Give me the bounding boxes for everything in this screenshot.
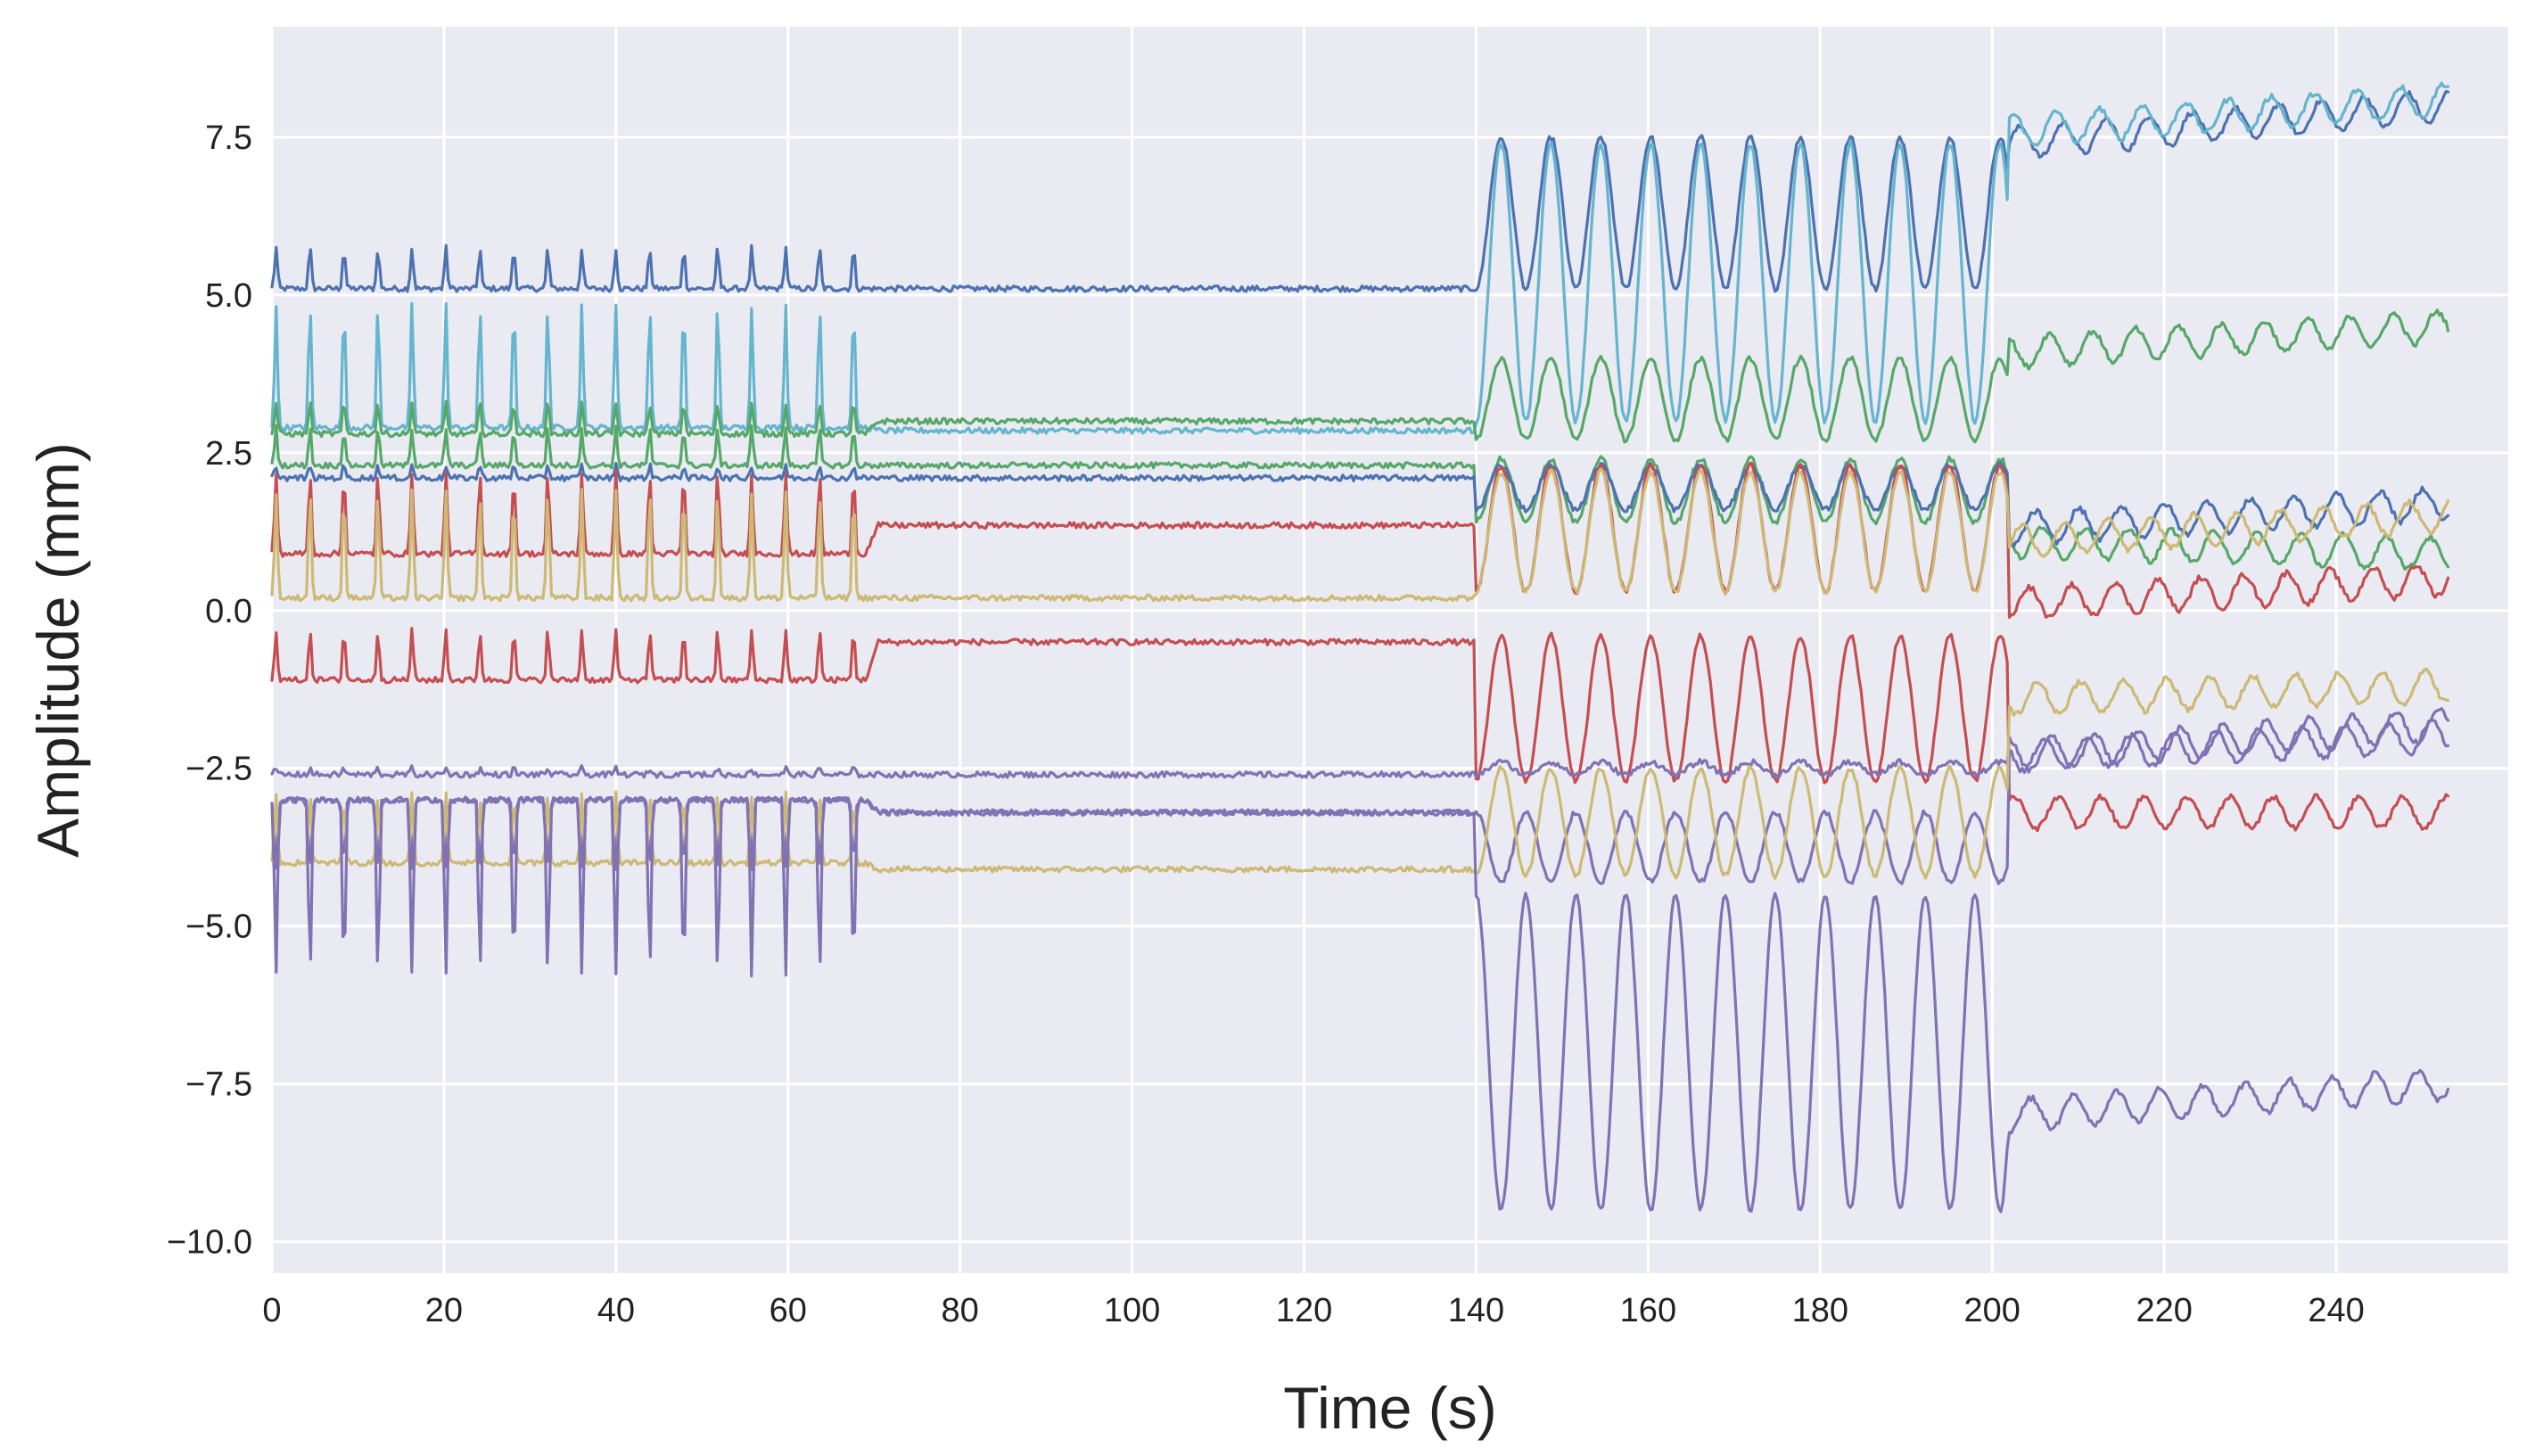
- y-tick-label: 2.5: [205, 435, 252, 473]
- series-line-green-upper: [270, 308, 2450, 444]
- x-tick-label: 120: [1276, 1292, 1332, 1329]
- series-line-blue-upper: [270, 90, 2450, 293]
- series-line-yellow-upper: [270, 467, 2450, 603]
- gridlines: [270, 27, 2508, 1273]
- x-tick-label: 40: [597, 1292, 635, 1329]
- x-tick-label: 140: [1448, 1292, 1504, 1329]
- x-tick-label: 240: [2308, 1292, 2364, 1329]
- series-line-purple-lower: [270, 795, 2450, 1213]
- x-axis-ticks: 0 20 40 60 80 100 120 140 160 180 200 220 240: [262, 1292, 2364, 1329]
- y-tick-label: 7.5: [205, 119, 252, 157]
- x-tick-label: 0: [262, 1292, 281, 1329]
- series-group: [270, 81, 2450, 1213]
- series-line-green-lower: [270, 424, 2450, 572]
- x-tick-label: 160: [1620, 1292, 1676, 1329]
- series-line-yellow-lower: [270, 667, 2450, 880]
- series-line-red-lower: [270, 627, 2450, 833]
- x-tick-label: 220: [2136, 1292, 2192, 1329]
- series-line-red-upper: [270, 461, 2450, 619]
- series-line-purple-upper: [270, 707, 2450, 779]
- y-tick-label: −5.0: [185, 909, 252, 946]
- y-axis-ticks: −10.0 −7.5 −5.0 −2.5 0.0 2.5 5.0 7.5: [167, 119, 252, 1262]
- y-tick-label: −10.0: [167, 1224, 252, 1262]
- x-tick-label: 80: [942, 1292, 979, 1329]
- x-axis-title: Time (s): [1283, 1375, 1497, 1441]
- y-axis-title: Amplitude (mm): [25, 442, 91, 858]
- x-tick-label: 100: [1104, 1292, 1160, 1329]
- x-tick-label: 20: [425, 1292, 463, 1329]
- y-tick-label: 5.0: [205, 277, 252, 315]
- plot-background: [272, 27, 2508, 1273]
- y-tick-label: −7.5: [185, 1066, 252, 1104]
- x-tick-label: 200: [1964, 1292, 2021, 1329]
- y-tick-label: −2.5: [185, 751, 252, 788]
- series-line-blue-lower: [270, 461, 2450, 548]
- x-tick-label: 180: [1792, 1292, 1848, 1329]
- series-line-cyan: [270, 81, 2450, 435]
- y-tick-label: 0.0: [205, 593, 252, 630]
- x-tick-label: 60: [770, 1292, 807, 1329]
